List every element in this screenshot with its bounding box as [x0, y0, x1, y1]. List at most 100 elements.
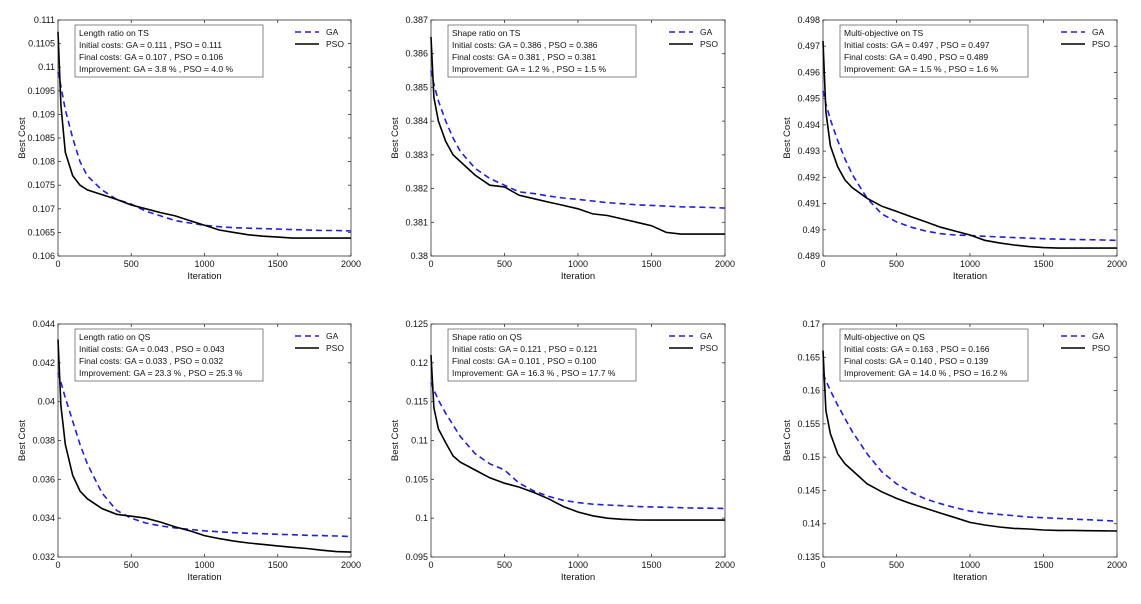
- x-tick-label: 1500: [641, 259, 661, 269]
- y-axis-label: Best Cost: [17, 117, 28, 159]
- y-axis-label: Best Cost: [17, 420, 28, 462]
- y-tick-label: 0.494: [797, 120, 820, 130]
- info-title: Multi-objective on TS: [844, 28, 924, 38]
- legend-pso-label: PSO: [326, 343, 344, 353]
- x-tick-label: 0: [820, 259, 825, 269]
- info-line: Initial costs: GA = 0.163 , PSO = 0.166: [844, 344, 990, 354]
- x-tick-label: 500: [124, 259, 139, 269]
- info-line: Initial costs: GA = 0.043 , PSO = 0.043: [79, 344, 225, 354]
- y-tick-label: 0.1095: [27, 86, 55, 96]
- y-tick-label: 0.493: [797, 146, 820, 156]
- pso-series-line: [57, 339, 352, 553]
- y-axis-label: Best Cost: [782, 117, 793, 159]
- y-tick-label: 0.135: [797, 552, 820, 562]
- x-tick-label: 2000: [341, 259, 361, 269]
- y-tick-label: 0.1075: [27, 180, 55, 190]
- info-line: Initial costs: GA = 0.121 , PSO = 0.121: [452, 344, 598, 354]
- chart-panel-4: 0 500 1000 1500 2000 0.032 0.034 0.036 0.038 0.04…: [17, 319, 361, 583]
- y-tick-label: 0.14: [802, 519, 820, 529]
- x-tick-label: 0: [820, 560, 825, 570]
- y-tick-label: 0.385: [405, 82, 428, 92]
- x-tick-label: 500: [889, 259, 904, 269]
- pso-series-line: [822, 40, 1117, 249]
- y-tick-label: 0.12: [410, 358, 428, 368]
- info-line: Final costs: GA = 0.101 , PSO = 0.100: [452, 356, 596, 366]
- y-tick-label: 0.042: [32, 358, 55, 368]
- y-tick-label: 0.165: [797, 352, 820, 362]
- info-line: Improvement: GA = 3.8 % , PSO = 4.0 %: [79, 64, 233, 74]
- y-tick-label: 0.383: [405, 150, 428, 160]
- y-tick-label: 0.38: [410, 251, 428, 261]
- y-tick-label: 0.044: [32, 319, 55, 329]
- x-tick-label: 1500: [1033, 560, 1053, 570]
- info-line: Improvement: GA = 16.3 % , PSO = 17.7 %: [452, 368, 616, 378]
- info-line: Final costs: GA = 0.490 , PSO = 0.489: [844, 52, 988, 62]
- y-tick-label: 0.495: [797, 94, 820, 104]
- legend-pso-label: PSO: [1092, 343, 1110, 353]
- x-tick-label: 1000: [568, 259, 588, 269]
- ga-series-line: [822, 90, 1118, 242]
- info-line: Improvement: GA = 1.5 % , PSO = 1.6 %: [844, 64, 998, 74]
- x-tick-label: 0: [428, 259, 433, 269]
- y-tick-label: 0.107: [32, 204, 55, 214]
- legend-ga-label: GA: [326, 331, 339, 341]
- legend-ga-label: GA: [700, 27, 713, 37]
- y-tick-label: 0.109: [32, 109, 55, 119]
- x-tick-label: 2000: [715, 560, 735, 570]
- x-axis-label: Iteration: [561, 572, 595, 583]
- y-axis-label: Best Cost: [782, 420, 793, 462]
- x-tick-label: 1000: [194, 560, 214, 570]
- x-tick-label: 2000: [341, 560, 361, 570]
- x-tick-label: 0: [55, 560, 60, 570]
- x-axis-label: Iteration: [561, 271, 595, 282]
- y-tick-label: 0.489: [797, 251, 820, 261]
- y-tick-label: 0.491: [797, 199, 820, 209]
- x-axis-label: Iteration: [187, 572, 221, 583]
- x-tick-label: 1500: [268, 259, 288, 269]
- info-box: [839, 328, 1029, 382]
- legend-pso-label: PSO: [700, 343, 718, 353]
- y-tick-label: 0.108: [32, 157, 55, 167]
- y-tick-label: 0.16: [802, 386, 820, 396]
- chart-panel-5: 0 500 1000 1500 2000 0.095 0.1 0.105 0.11 0.115 0.…: [390, 319, 735, 583]
- legend-pso-label: PSO: [700, 39, 718, 49]
- legend-ga-label: GA: [326, 27, 339, 37]
- info-line: Improvement: GA = 14.0 % , PSO = 16.2 %: [844, 368, 1008, 378]
- ga-series-line: [822, 373, 1118, 522]
- info-line: Improvement: GA = 23.3 % , PSO = 25.3 %: [79, 368, 243, 378]
- y-tick-label: 0.17: [802, 319, 820, 329]
- info-box: [447, 24, 637, 78]
- y-tick-label: 0.145: [797, 485, 820, 495]
- x-tick-label: 2000: [1107, 560, 1127, 570]
- y-tick-label: 0.125: [405, 319, 428, 329]
- x-tick-label: 500: [124, 560, 139, 570]
- x-tick-label: 0: [55, 259, 60, 269]
- y-tick-label: 0.105: [405, 474, 428, 484]
- x-axis-label: Iteration: [953, 572, 987, 583]
- y-tick-label: 0.032: [32, 552, 55, 562]
- chart-panel-1: 0 500 1000 1500 2000 0.106 0.1065 0.107 0.1075 0.…: [17, 15, 361, 282]
- y-axis-label: Best Cost: [390, 117, 401, 159]
- x-tick-label: 1500: [268, 560, 288, 570]
- y-tick-label: 0.111: [34, 15, 55, 25]
- y-tick-label: 0.1105: [28, 39, 55, 49]
- y-tick-label: 0.106: [32, 251, 55, 261]
- y-tick-label: 0.381: [405, 217, 428, 227]
- y-tick-label: 0.498: [797, 15, 820, 25]
- info-line: Final costs: GA = 0.033 , PSO = 0.032: [79, 356, 223, 366]
- x-tick-label: 1000: [960, 259, 980, 269]
- y-tick-label: 0.49: [802, 225, 820, 235]
- info-box: [74, 328, 264, 382]
- ga-series-line: [430, 382, 726, 510]
- info-line: Final costs: GA = 0.381 , PSO = 0.381: [452, 52, 596, 62]
- info-title: Shape ratio on TS: [452, 28, 521, 38]
- y-tick-label: 0.11: [411, 436, 428, 446]
- y-tick-label: 0.386: [405, 49, 428, 59]
- y-tick-label: 0.384: [405, 116, 428, 126]
- x-tick-label: 0: [428, 560, 433, 570]
- y-tick-label: 0.155: [797, 419, 820, 429]
- y-tick-label: 0.04: [37, 397, 55, 407]
- x-tick-label: 1500: [641, 560, 661, 570]
- info-title: Multi-objective on QS: [844, 332, 925, 342]
